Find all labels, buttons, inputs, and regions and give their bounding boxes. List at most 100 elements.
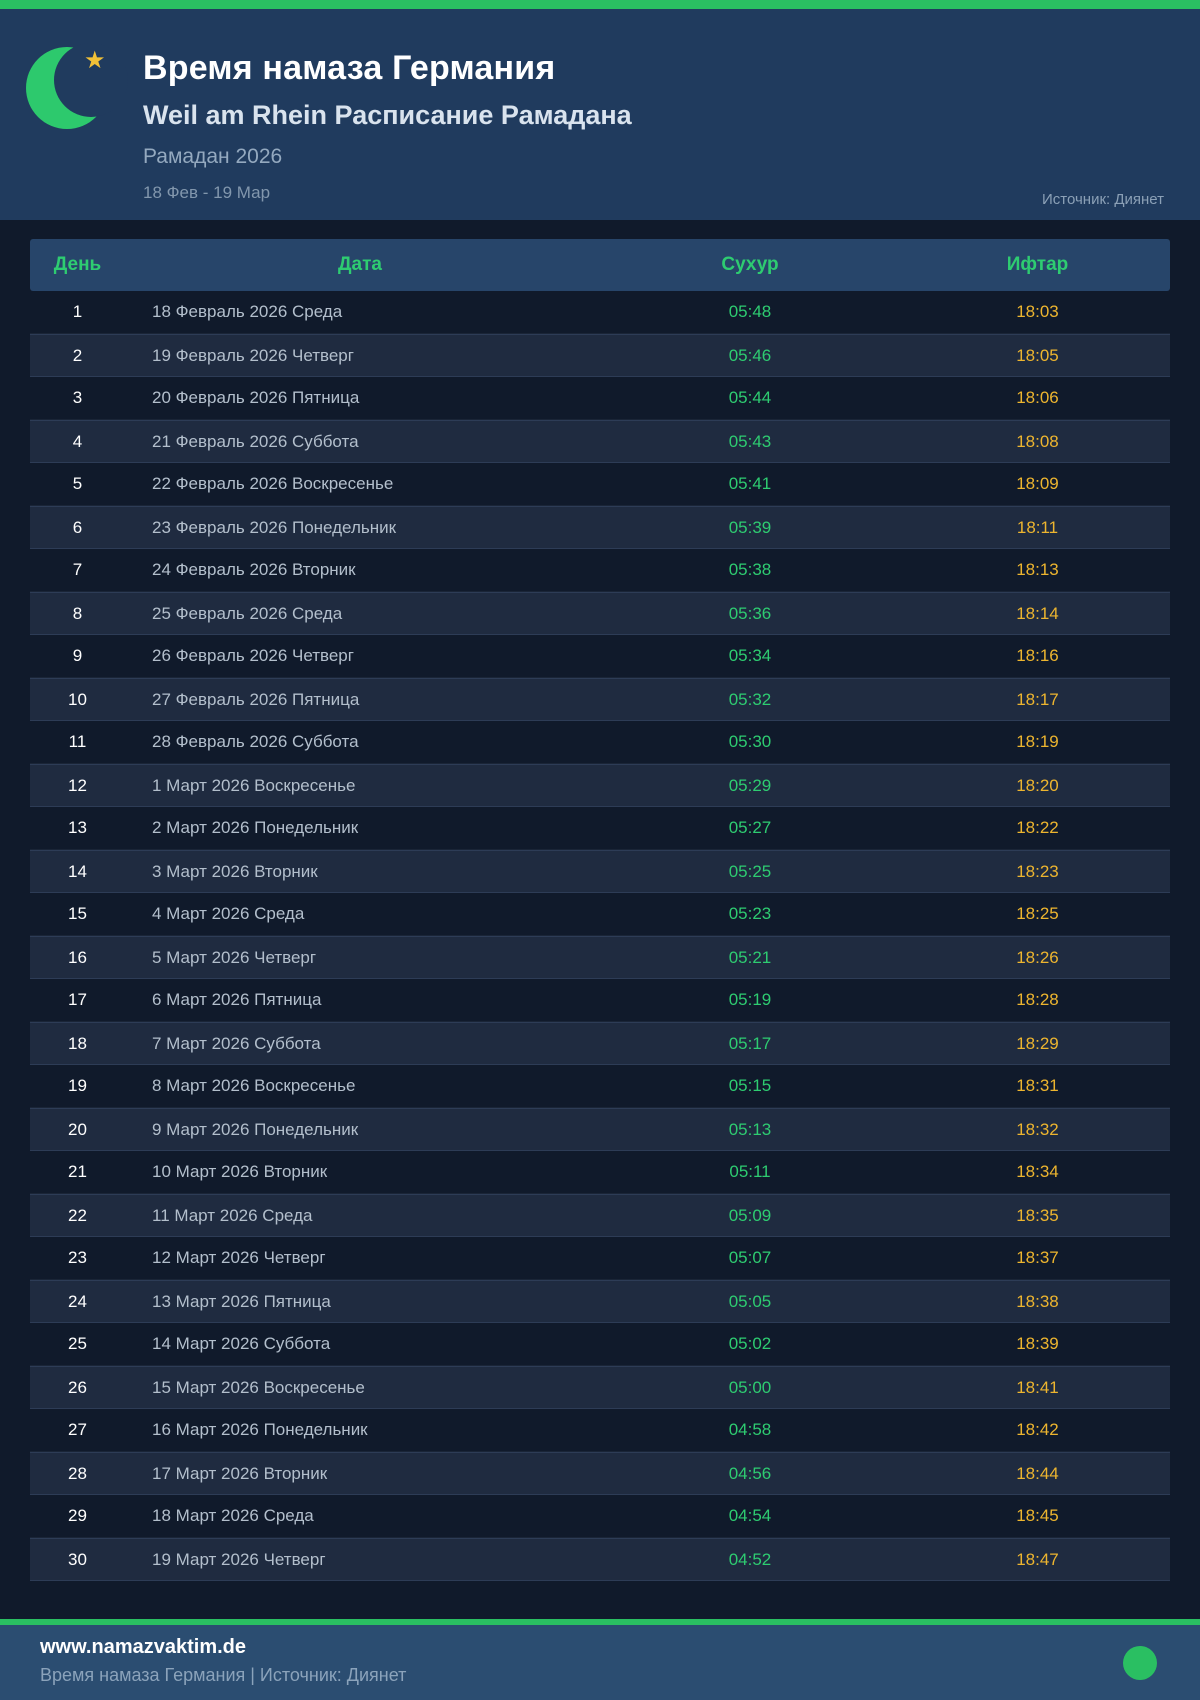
suhur-time-cell: 04:56 (728, 1463, 772, 1483)
table-row: 1 18 Февраль 2026 Среда 05:48 18:03 (30, 291, 1170, 334)
page-title: Время намаза Германия (143, 49, 556, 87)
table-row: 28 17 Март 2026 Вторник 04:56 18:44 (30, 1452, 1170, 1495)
table-row: 11 28 Февраль 2026 Суббота 05:30 18:19 (30, 721, 1170, 764)
iftar-time-cell: 18:22 (1016, 818, 1059, 837)
day-number-cell: 13 (68, 818, 87, 837)
day-number-cell: 6 (72, 517, 83, 537)
table-row: 25 14 Март 2026 Суббота 05:02 18:39 (30, 1323, 1170, 1366)
day-number-cell: 17 (68, 990, 87, 1009)
date-cell: 19 Февраль 2026 Четверг (152, 345, 354, 365)
date-cell: 11 Март 2026 Среда (152, 1205, 313, 1225)
table-row: 6 23 Февраль 2026 Понедельник 05:39 18:1… (30, 506, 1170, 549)
day-number-cell: 8 (72, 603, 83, 623)
website-url: www.namazvaktim.de (40, 1636, 246, 1658)
suhur-time-cell: 05:48 (728, 302, 772, 321)
footer-tagline: Время намаза Германия | Источник: Диянет (40, 1665, 407, 1685)
suhur-time-cell: 05:09 (728, 1205, 772, 1225)
day-number-cell: 25 (68, 1334, 87, 1353)
date-cell: 9 Март 2026 Понедельник (152, 1119, 359, 1139)
date-cell: 28 Февраль 2026 Суббота (152, 732, 359, 751)
day-number-cell: 15 (68, 904, 87, 923)
date-cell: 26 Февраль 2026 Четверг (152, 646, 354, 665)
iftar-time-cell: 18:31 (1016, 1076, 1059, 1095)
table-row: 26 15 Март 2026 Воскресенье 05:00 18:41 (30, 1366, 1170, 1409)
page-footer: www.namazvaktim.de Время намаза Германия… (0, 1625, 1200, 1700)
day-number-cell: 2 (72, 345, 83, 365)
day-number-cell: 18 (68, 1033, 87, 1053)
suhur-time-cell: 05:07 (728, 1248, 772, 1267)
date-cell: 25 Февраль 2026 Среда (152, 603, 343, 623)
date-cell: 22 Февраль 2026 Воскресенье (152, 474, 394, 493)
table-row: 27 16 Март 2026 Понедельник 04:58 18:42 (30, 1409, 1170, 1452)
column-header-day: День (53, 254, 102, 275)
column-header-suhur: Сухур (721, 254, 779, 275)
iftar-time-cell: 18:25 (1016, 904, 1059, 923)
day-number-cell: 7 (72, 560, 83, 579)
suhur-time-cell: 05:43 (728, 431, 772, 451)
day-number-cell: 9 (72, 646, 83, 665)
suhur-time-cell: 05:38 (728, 560, 772, 579)
iftar-time-cell: 18:09 (1016, 474, 1059, 493)
suhur-time-cell: 05:13 (728, 1119, 772, 1139)
day-number-cell: 28 (68, 1463, 87, 1483)
footer-accent-line (0, 1619, 1200, 1625)
iftar-time-cell: 18:37 (1016, 1248, 1059, 1267)
table-header-row: День Дата Сухур Ифтар (30, 239, 1170, 291)
iftar-time-cell: 18:05 (1016, 345, 1059, 365)
day-number-cell: 20 (68, 1119, 87, 1139)
suhur-time-cell: 05:21 (728, 947, 772, 967)
date-cell: 5 Март 2026 Четверг (152, 947, 317, 967)
iftar-time-cell: 18:08 (1016, 431, 1059, 451)
suhur-time-cell: 04:54 (728, 1506, 772, 1525)
table-body: 1 18 Февраль 2026 Среда 05:48 18:03 2 19… (30, 291, 1170, 1581)
table-row: 16 5 Март 2026 Четверг 05:21 18:26 (30, 936, 1170, 979)
iftar-time-cell: 18:32 (1016, 1119, 1059, 1139)
page-subtitle: Weil am Rhein Расписание Рамадана (143, 100, 632, 130)
day-number-cell: 23 (68, 1248, 87, 1267)
date-cell: 27 Февраль 2026 Пятница (152, 689, 360, 709)
star-icon: ★ (84, 47, 106, 74)
table-row: 29 18 Март 2026 Среда 04:54 18:45 (30, 1495, 1170, 1538)
table-row: 19 8 Март 2026 Воскресенье 05:15 18:31 (30, 1065, 1170, 1108)
day-number-cell: 4 (72, 431, 83, 451)
suhur-time-cell: 04:52 (728, 1549, 772, 1569)
day-number-cell: 21 (68, 1162, 87, 1181)
table-row: 7 24 Февраль 2026 Вторник 05:38 18:13 (30, 549, 1170, 592)
date-cell: 1 Март 2026 Воскресенье (152, 775, 356, 795)
column-header-iftar: Ифтар (1006, 254, 1069, 275)
suhur-time-cell: 05:27 (728, 818, 772, 837)
table-row: 13 2 Март 2026 Понедельник 05:27 18:22 (30, 807, 1170, 850)
suhur-time-cell: 05:29 (728, 775, 772, 795)
suhur-time-cell: 05:39 (728, 517, 772, 537)
day-number-cell: 16 (68, 947, 87, 967)
day-number-cell: 27 (68, 1420, 87, 1439)
date-cell: 16 Март 2026 Понедельник (152, 1420, 368, 1439)
crescent-moon-icon (26, 43, 128, 129)
day-number-cell: 1 (72, 302, 83, 321)
suhur-time-cell: 05:23 (728, 904, 772, 923)
iftar-time-cell: 18:38 (1016, 1291, 1059, 1311)
date-cell: 23 Февраль 2026 Понедельник (152, 517, 397, 537)
iftar-time-cell: 18:06 (1016, 388, 1059, 407)
table-row: 4 21 Февраль 2026 Суббота 05:43 18:08 (30, 420, 1170, 463)
iftar-time-cell: 18:41 (1016, 1377, 1059, 1397)
table-row: 9 26 Февраль 2026 Четверг 05:34 18:16 (30, 635, 1170, 678)
date-cell: 6 Март 2026 Пятница (152, 990, 322, 1009)
date-cell: 2 Март 2026 Понедельник (152, 818, 359, 837)
date-cell: 4 Март 2026 Среда (152, 904, 305, 923)
table-row: 17 6 Март 2026 Пятница 05:19 18:28 (30, 979, 1170, 1022)
day-number-cell: 5 (72, 474, 83, 493)
iftar-time-cell: 18:28 (1016, 990, 1059, 1009)
iftar-time-cell: 18:19 (1016, 732, 1059, 751)
date-cell: 20 Февраль 2026 Пятница (152, 388, 360, 407)
date-range: 18 Фев - 19 Мар (143, 183, 271, 202)
iftar-time-cell: 18:35 (1016, 1205, 1059, 1225)
suhur-time-cell: 05:46 (728, 345, 772, 365)
green-dot-icon (1123, 1646, 1157, 1680)
date-cell: 8 Март 2026 Воскресенье (152, 1076, 356, 1095)
suhur-time-cell: 05:36 (728, 603, 772, 623)
table-row: 23 12 Март 2026 Четверг 05:07 18:37 (30, 1237, 1170, 1280)
table-row: 3 20 Февраль 2026 Пятница 05:44 18:06 (30, 377, 1170, 420)
iftar-time-cell: 18:47 (1016, 1549, 1059, 1569)
